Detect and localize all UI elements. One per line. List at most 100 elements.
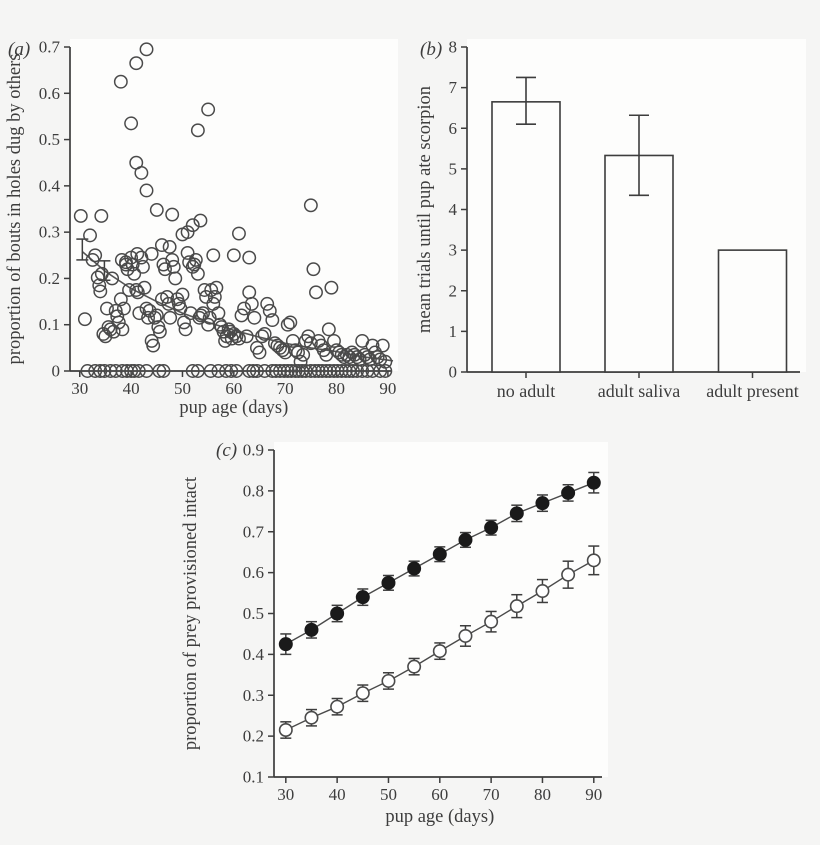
scatter-point: [283, 315, 298, 330]
scatter-point: [273, 364, 287, 378]
filled-circle-marker: [407, 561, 422, 576]
scatter-point: [288, 343, 303, 358]
scatter-point: [190, 266, 205, 281]
scatter-point: [207, 289, 222, 304]
scatter-point: [239, 329, 254, 344]
scatter-point: [139, 183, 154, 198]
y-tick-label: 0.5: [39, 130, 60, 149]
scatter-point: [135, 259, 150, 274]
y-tick-label: 3: [449, 241, 458, 260]
y-tick-label: 0.7: [39, 38, 61, 57]
scatter-point: [246, 364, 261, 378]
open-circle-marker: [458, 628, 473, 643]
filled-circle-marker: [278, 637, 293, 652]
scatter-point: [132, 306, 147, 321]
scatter-point: [365, 338, 380, 353]
scatter-point: [122, 283, 137, 297]
scatter-point: [237, 301, 252, 316]
scatter-point: [93, 284, 108, 299]
scatter-point: [156, 364, 171, 378]
scatter-point: [111, 315, 126, 330]
scatter-point: [350, 350, 365, 365]
x-tick-label: 90: [585, 785, 602, 804]
scatter-point: [108, 364, 123, 378]
scatter-point: [280, 364, 295, 378]
scatter-point: [100, 301, 114, 316]
panel-a-scatter-chart: 00.10.20.30.40.50.60.730 40 50 60 70 80 90(a)p…: [5, 38, 398, 418]
scatter-point: [77, 312, 92, 327]
scatter-point: [73, 208, 88, 223]
scatter-point: [255, 329, 270, 344]
scatter-point: [306, 262, 321, 277]
scatter-point: [127, 266, 142, 281]
scatter-point: [229, 329, 244, 344]
scatter-point: [113, 292, 128, 307]
scatter-point: [296, 347, 311, 362]
scatter-point: [344, 345, 359, 360]
scatter-point: [221, 322, 236, 337]
category-label: adult saliva: [598, 381, 680, 401]
scatter-point: [165, 252, 180, 267]
scatter-point: [303, 336, 318, 351]
scatter-point: [319, 364, 334, 378]
y-tick-label: 0.6: [243, 563, 264, 582]
scatter-point: [185, 218, 200, 233]
scatter-point: [303, 364, 318, 378]
category-label: adult present: [706, 381, 798, 401]
y-tick-label: 0.3: [243, 686, 264, 705]
plot-area: [70, 39, 398, 371]
x-tick-label: 70: [277, 379, 294, 398]
scatter-point: [357, 347, 372, 362]
panel-letter: (c): [216, 440, 237, 461]
scatter-point: [161, 296, 176, 311]
y-axis-label: proportion of prey provisioned intact: [181, 476, 201, 750]
scatter-point: [224, 364, 239, 378]
scatter-point: [311, 364, 326, 378]
scatter-point: [105, 271, 120, 286]
scatter-point: [147, 310, 162, 325]
open-circle-marker: [484, 614, 499, 629]
scatter-point: [203, 364, 218, 378]
y-tick-label: 0.1: [39, 315, 60, 334]
scatter-point: [158, 262, 172, 277]
scatter-point: [96, 327, 111, 341]
y-tick-label: 1: [449, 322, 458, 341]
scatter-point: [324, 280, 339, 295]
scatter-point: [168, 271, 183, 286]
x-tick-label: 80: [534, 785, 551, 804]
scatter-point: [219, 364, 234, 378]
open-circle-marker: [561, 567, 576, 582]
filled-circle-marker: [381, 575, 396, 590]
scatter-point: [90, 270, 105, 285]
scatter-point: [201, 102, 216, 117]
scatter-point: [185, 364, 200, 378]
open-circle-marker: [355, 686, 370, 701]
scatter-point: [260, 296, 275, 311]
x-tick-label: 80: [328, 379, 345, 398]
plot-area: [274, 442, 608, 777]
y-tick-label: 0.6: [39, 84, 60, 103]
scatter-point: [252, 345, 267, 360]
scatter-point: [267, 336, 282, 351]
scatter-point: [160, 289, 175, 304]
scatter-point: [309, 285, 323, 300]
y-axis-label: proportion of bouts in holes dug by othe…: [5, 54, 25, 365]
y-tick-label: 5: [449, 159, 458, 178]
panel-c-line-chart: 0.1 0.2 0.3 0.4 0.5 0.6 0.7 0.8 0.9 30 40 50 60 70 80 9…: [181, 440, 608, 827]
filled-circle-marker: [458, 532, 473, 547]
scatter-point: [378, 364, 393, 378]
y-tick-label: 8: [449, 38, 458, 57]
scatter-point: [375, 338, 390, 353]
scatter-point: [131, 364, 146, 378]
scatter-point: [277, 364, 292, 378]
scatter-point: [234, 308, 249, 323]
filled-circle-marker: [330, 606, 345, 621]
scatter-point: [162, 240, 177, 254]
scatter-point: [242, 364, 257, 378]
y-axis-label: mean trials until pup ate scorpion: [415, 86, 435, 333]
scatter-point: [124, 116, 139, 131]
scatter-point: [249, 364, 264, 378]
y-tick-label: 4: [449, 200, 458, 219]
scatter-point: [308, 364, 322, 378]
scatter-point: [202, 310, 217, 325]
